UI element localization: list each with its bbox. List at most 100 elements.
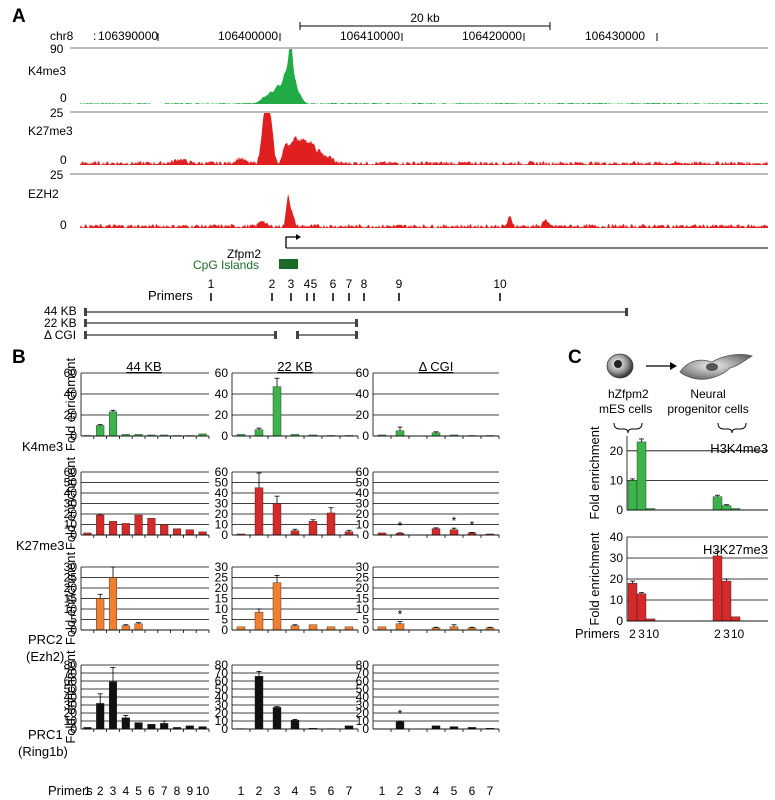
y-tick-label: 0 — [70, 429, 77, 443]
construct-label-dcgi: Δ CGI — [44, 328, 76, 342]
y-tick-label: 20 — [215, 507, 229, 521]
y-tick-label: 70 — [64, 666, 78, 680]
y-tick-label: 5 — [221, 613, 228, 627]
x-tick-label: 10 — [731, 627, 745, 641]
bar — [308, 624, 318, 631]
bar — [236, 626, 246, 631]
y-tick-label: 30 — [610, 551, 624, 565]
x-tick-label: 7 — [346, 784, 353, 798]
y-tick-label: 10 — [610, 473, 624, 487]
bar — [272, 707, 282, 730]
x-tick-label: 5 — [451, 784, 458, 798]
y-tick-label: 60 — [64, 366, 78, 380]
y-tick-label: 0 — [221, 528, 228, 542]
bar — [627, 583, 638, 622]
bar — [96, 425, 105, 437]
primer-label: 7 — [346, 277, 353, 291]
bar — [395, 721, 405, 730]
chart-c-title-h3k4me3: H3K4me3 — [710, 441, 768, 456]
y-tick-label: 30 — [215, 698, 229, 712]
track-min-ezh2: 0 — [60, 218, 67, 232]
y-tick-label: 30 — [356, 698, 370, 712]
y-tick-label: 0 — [362, 429, 369, 443]
scale-bar-label: 20 kb — [410, 11, 440, 25]
bar — [712, 496, 723, 511]
x-tick-label: 9 — [186, 784, 193, 798]
scale-bar: 20 kb — [299, 11, 551, 30]
row-label-prc1-sub: (Ring1b) — [18, 744, 68, 759]
bar — [344, 626, 354, 631]
bar — [449, 626, 459, 631]
track-name-k4me3: K4me3 — [28, 64, 66, 78]
bar — [108, 411, 118, 437]
significance-star: * — [470, 518, 475, 532]
cpg-island-box — [279, 259, 298, 269]
y-tick-label: 10 — [64, 518, 78, 532]
y-axis-label: Fold enrichment — [587, 532, 602, 626]
bar — [96, 598, 105, 631]
bar — [395, 430, 405, 437]
gene-model: Zfpm2 — [227, 234, 768, 261]
y-tick-label: 70 — [356, 666, 370, 680]
y-tick-label: 30 — [215, 497, 229, 511]
bar — [147, 518, 156, 536]
bar — [121, 717, 130, 730]
x-tick-label: 2 — [714, 627, 721, 641]
y-tick-label: 60 — [64, 465, 78, 479]
y-axis-label: Fold enrichment — [63, 552, 78, 646]
bar — [326, 512, 336, 536]
bar — [377, 626, 387, 631]
y-tick-label: 20 — [356, 706, 370, 720]
x-tick-label: 6 — [469, 784, 476, 798]
y-tick-label: 50 — [215, 476, 229, 490]
coord-label-4: 106430000 — [585, 29, 645, 43]
primers-title: Primers — [148, 288, 193, 303]
y-tick-label: 50 — [215, 682, 229, 696]
y-tick-label: 20 — [356, 581, 370, 595]
bar — [134, 623, 143, 631]
x-tick-label: 6 — [328, 784, 335, 798]
bar — [160, 524, 169, 536]
panel-label-c: C — [568, 347, 582, 368]
x-tick-label: 3 — [274, 784, 281, 798]
bar — [198, 531, 207, 536]
y-tick-label: 0 — [221, 623, 228, 637]
y-axis-label: Fold enrichment — [63, 650, 78, 744]
left-brace-icon — [613, 422, 643, 434]
bar — [308, 521, 318, 536]
row-label-k4me3: K4me3 — [22, 439, 63, 454]
track-max-k27me3: 25 — [50, 106, 64, 120]
bar — [290, 530, 300, 536]
y-tick-label: 40 — [215, 690, 229, 704]
bar — [290, 720, 300, 730]
y-tick-label: 0 — [362, 623, 369, 637]
bar — [254, 487, 264, 536]
y-tick-label: 20 — [215, 408, 229, 422]
y-tick-label: 40 — [215, 387, 229, 401]
label-left-line2: mES cells — [599, 402, 652, 416]
row-label-prc1: PRC1 — [28, 727, 63, 742]
panel-c-charts: 0 10 20 Fold enrichment 0 10 20 30 40 Fold enrich… — [587, 426, 768, 641]
y-tick-label: 40 — [356, 486, 370, 500]
y-tick-label: 0 — [70, 528, 77, 542]
panel-label-b: B — [12, 347, 26, 368]
right-brace-icon — [717, 422, 747, 434]
bar — [290, 625, 300, 631]
chrom-label: chr8 — [50, 29, 74, 43]
row-label-prc2: PRC2 — [28, 632, 63, 647]
bar — [108, 681, 118, 730]
significance-star: * — [398, 707, 403, 721]
primer-label: 1 — [208, 277, 215, 291]
y-tick-label: 30 — [356, 560, 370, 574]
x-tick-label: 3 — [638, 627, 645, 641]
bar — [395, 623, 405, 631]
primers-track: Primers 1 2 3 4 5 6 7 8 9 10 — [148, 277, 507, 303]
bar — [431, 432, 441, 437]
y-tick-label: 10 — [356, 518, 370, 532]
gene-label: Zfpm2 — [227, 247, 261, 261]
svg-text::: : — [93, 29, 96, 43]
primer-label: 8 — [361, 277, 368, 291]
